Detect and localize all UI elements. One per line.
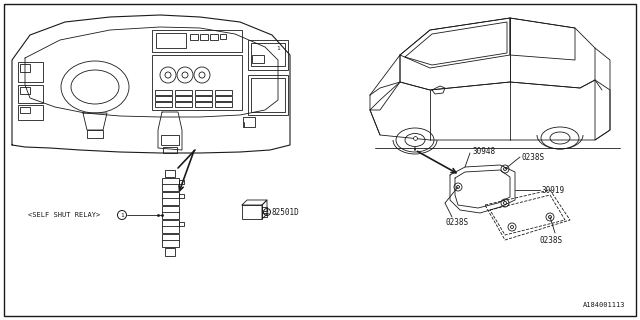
Bar <box>243 117 255 127</box>
Bar <box>165 170 175 177</box>
Bar <box>155 90 172 95</box>
Bar <box>215 96 232 101</box>
Text: 0238S: 0238S <box>540 236 563 244</box>
Bar <box>215 90 232 95</box>
Bar <box>162 220 179 233</box>
Bar <box>215 102 232 107</box>
Bar <box>252 55 264 63</box>
Text: 30948: 30948 <box>472 147 495 156</box>
Bar <box>200 34 208 40</box>
Bar <box>175 102 192 107</box>
Bar <box>20 87 30 94</box>
Bar <box>18 85 43 103</box>
Bar <box>190 34 198 40</box>
Bar <box>248 75 288 115</box>
Bar <box>156 33 186 48</box>
Text: 82501D: 82501D <box>271 207 299 217</box>
Bar <box>20 107 30 113</box>
Bar <box>152 55 242 110</box>
Text: 30919: 30919 <box>542 186 565 195</box>
Bar <box>18 105 43 120</box>
Bar <box>18 62 43 82</box>
Bar <box>248 40 288 70</box>
Bar <box>175 96 192 101</box>
Bar <box>175 90 192 95</box>
Bar <box>162 234 179 247</box>
Bar <box>162 192 179 205</box>
Text: 1: 1 <box>120 212 124 218</box>
Bar <box>262 213 267 217</box>
Bar <box>195 90 212 95</box>
Bar <box>220 34 226 39</box>
Text: <SELF SHUT RELAY>: <SELF SHUT RELAY> <box>28 212 100 218</box>
Bar <box>262 207 267 211</box>
Bar <box>251 43 285 66</box>
Bar <box>162 206 179 219</box>
Bar <box>195 102 212 107</box>
Bar <box>161 135 179 145</box>
Bar <box>242 205 262 219</box>
Bar <box>155 96 172 101</box>
Bar <box>163 147 177 153</box>
Bar <box>162 178 179 191</box>
Bar <box>87 130 103 138</box>
Bar <box>179 222 184 226</box>
Bar <box>179 194 184 198</box>
Bar <box>155 102 172 107</box>
Bar <box>20 64 30 72</box>
Bar <box>210 34 218 40</box>
Text: 0238S: 0238S <box>522 153 545 162</box>
Text: 1: 1 <box>266 210 269 214</box>
Bar <box>179 180 184 184</box>
Bar <box>152 30 242 52</box>
Text: 0238S: 0238S <box>445 218 468 227</box>
Text: A184001113: A184001113 <box>582 302 625 308</box>
Bar <box>165 248 175 256</box>
Bar <box>195 96 212 101</box>
Text: 1: 1 <box>276 45 280 51</box>
Bar <box>251 78 285 112</box>
